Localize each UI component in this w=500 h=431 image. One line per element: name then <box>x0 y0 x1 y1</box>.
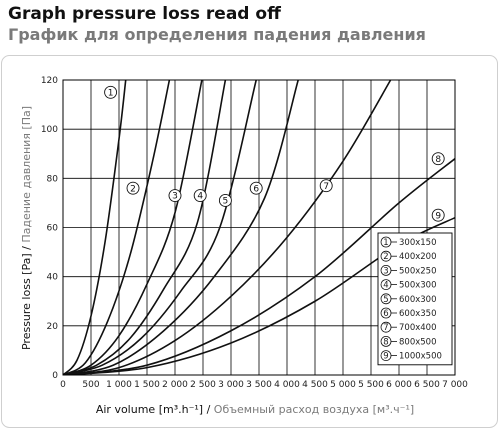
chart-frame <box>1 55 498 428</box>
legend-entry-label: 800x500 <box>399 337 436 347</box>
legend-entry: 6 600x350 <box>380 307 436 319</box>
x-tick-label: 5 000 <box>330 380 356 390</box>
x-tick-label: 1 000 <box>106 380 132 390</box>
legend-marker-number: 1 <box>383 238 388 248</box>
y-tick-label: 40 <box>47 273 59 283</box>
curve-label-number: 1 <box>108 88 114 98</box>
series-line-4 <box>63 80 227 375</box>
x-axis-label-en: Air volume [m³.h⁻¹] <box>96 403 203 416</box>
y-tick-label: 80 <box>47 174 59 184</box>
legend-entry-label: 700x400 <box>399 323 436 333</box>
y-tick-label: 20 <box>47 322 59 332</box>
x-tick-label: 4 000 <box>274 380 300 390</box>
legend-entry: 7 700x400 <box>380 321 436 333</box>
curve-label-8: 8 <box>431 152 445 166</box>
legend-entry: 3 500x250 <box>380 264 436 276</box>
x-tick-label: 6 000 <box>386 380 412 390</box>
curve-label-number: 9 <box>435 211 441 221</box>
x-tick-label: 2 500 <box>190 380 216 390</box>
curve-label-number: 5 <box>223 197 229 207</box>
legend-entry: 8 800x500 <box>380 335 436 347</box>
curve-label-number: 7 <box>323 182 329 192</box>
legend-marker-number: 9 <box>383 352 388 362</box>
y-tick-label: 120 <box>41 76 58 86</box>
curve-labels: 1 2 3 4 5 6 7 8 9 <box>104 85 445 222</box>
x-tick-label: 500 <box>82 380 99 390</box>
y-tick-label: 100 <box>41 125 58 135</box>
legend-entry: 1 300x150 <box>380 236 436 248</box>
legend-entry: 9 1000x500 <box>380 350 442 362</box>
curve-label-7: 7 <box>319 179 333 193</box>
legend-entry-label: 600x300 <box>399 295 436 305</box>
curve-label-number: 8 <box>435 155 441 165</box>
series-line-2 <box>63 80 171 375</box>
curve-label-2: 2 <box>126 181 140 195</box>
x-tick-label: 2 000 <box>162 380 188 390</box>
x-tick-label: 7 000 <box>442 380 468 390</box>
legend-entry-label: 300x150 <box>399 238 436 248</box>
x-tick-label: 3 000 <box>218 380 244 390</box>
legend-marker-number: 6 <box>383 309 388 319</box>
series-line-8 <box>63 158 455 375</box>
curve-label-9: 9 <box>431 208 445 222</box>
x-axis-label: Air volume [m³.h⁻¹] / Объемный расход во… <box>96 403 414 416</box>
legend: 1 300x150 2 400x200 3 500x250 4 500x300 5 600x300… <box>377 232 453 366</box>
y-tick-label: 60 <box>47 224 59 234</box>
x-tick-label: 3 500 <box>246 380 272 390</box>
plot-area-border <box>62 79 456 376</box>
x-tick-label: 6 500 <box>414 380 440 390</box>
y-tick-label: 0 <box>52 371 58 381</box>
legend-entry-label: 500x250 <box>399 266 436 276</box>
x-tick-label: 4 500 <box>302 380 328 390</box>
chart-subtitle: График для определения падения давления <box>8 25 426 44</box>
curve-label-1: 1 <box>104 85 118 99</box>
y-axis-label: Pressure loss [Pa] / Падение давления [П… <box>20 106 33 350</box>
x-axis-label-ru: Объемный расход воздуха [м³.ч⁻¹] <box>214 403 414 416</box>
y-axis-label-en: Pressure loss [Pa] <box>20 253 33 350</box>
legend-entry-label: 600x350 <box>399 309 436 319</box>
legend-marker-number: 7 <box>383 323 388 333</box>
series-line-5 <box>63 80 257 375</box>
curve-label-3: 3 <box>168 189 182 202</box>
legend-entry: 5 600x300 <box>380 293 436 305</box>
curve-label-6: 6 <box>249 181 263 195</box>
legend-entry-label: 400x200 <box>399 252 436 262</box>
chart-title: Graph pressure loss read off <box>8 4 281 24</box>
curve-label-4: 4 <box>193 189 207 202</box>
y-axis-ticks: 0 20 40 60 80 100 120 <box>41 76 58 381</box>
legend-marker-number: 5 <box>383 295 388 305</box>
x-tick-label: 1 500 <box>134 380 160 390</box>
curve-label-number: 2 <box>130 184 136 194</box>
y-axis-label-ru: Падение давления [Па] <box>20 106 33 243</box>
curve-label-number: 6 <box>253 184 259 194</box>
legend-entry-label: 1000x500 <box>399 352 442 362</box>
legend-marker-number: 4 <box>383 281 388 291</box>
x-tick-label: 5 500 <box>358 380 384 390</box>
legend-entry: 4 500x300 <box>380 279 436 291</box>
legend-marker-number: 2 <box>383 252 388 262</box>
legend-marker-number: 8 <box>383 337 388 347</box>
series-line-7 <box>63 80 392 375</box>
series-line-6 <box>63 80 299 375</box>
x-axis-label-separator: / <box>203 403 214 416</box>
legend-entry: 2 400x200 <box>380 250 436 262</box>
curve-label-number: 4 <box>197 192 203 202</box>
curve-label-5: 5 <box>218 194 232 207</box>
curve-label-number: 3 <box>172 192 178 202</box>
x-tick-label: 0 <box>60 380 66 390</box>
curves <box>63 80 455 375</box>
series-line-3 <box>63 80 203 375</box>
y-axis-label-separator: / <box>20 243 33 254</box>
x-axis-ticks: 0 500 1 000 1 500 2 000 2 500 3 000 3 500 4 000 4… <box>60 380 468 390</box>
legend-marker-number: 3 <box>383 266 388 276</box>
series-line-1 <box>63 80 127 375</box>
legend-entry-label: 500x300 <box>399 281 436 291</box>
